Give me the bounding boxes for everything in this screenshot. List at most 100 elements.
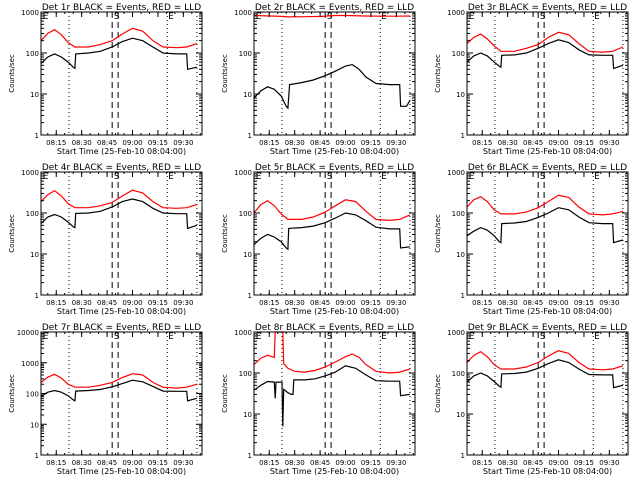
x-tick-label: 09:30 — [599, 139, 619, 147]
y-axis-label: Counts/sec — [434, 54, 442, 93]
marker-letter-e: E — [256, 12, 262, 22]
x-tick-label: 08:45 — [97, 459, 117, 467]
series-line-lld — [253, 331, 411, 374]
x-tick-label: 09:00 — [122, 139, 142, 147]
series-line-lld — [466, 350, 624, 371]
x-tick-label: 09:15 — [574, 299, 594, 307]
x-tick-label: 09:00 — [548, 139, 568, 147]
x-tick-label: 09:00 — [122, 299, 142, 307]
x-tick-label: 08:15 — [46, 459, 66, 467]
chart-title: Det 9r BLACK = Events, RED = LLD — [468, 323, 627, 333]
x-tick-label: 09:30 — [599, 299, 619, 307]
y-tick-label: 1 — [35, 132, 39, 140]
marker-letter-e: E — [594, 332, 600, 342]
x-tick-label: 09:15 — [361, 459, 381, 467]
y-tick-label: 1000 — [21, 169, 39, 177]
y-tick-label: 100 — [452, 210, 465, 218]
x-tick-label: 08:15 — [472, 299, 492, 307]
x-tick-label: 08:30 — [285, 299, 305, 307]
marker-letter-s: S — [540, 172, 546, 182]
x-tick-label: 09:00 — [335, 299, 355, 307]
x-tick-label: 08:30 — [498, 139, 518, 147]
marker-letter-e: E — [168, 12, 174, 22]
x-tick-label: 08:15 — [259, 459, 279, 467]
x-tick-label: 09:00 — [548, 299, 568, 307]
marker-letter-e: E — [381, 172, 387, 182]
y-tick-label: 10 — [243, 91, 252, 99]
chart-title: Det 5r BLACK = Events, RED = LLD — [255, 163, 414, 173]
plot-frame — [40, 11, 203, 136]
y-tick-label: 1 — [461, 132, 465, 140]
marker-letter-e: E — [43, 12, 49, 22]
marker-letter-e: E — [594, 172, 600, 182]
chart-title: Det 6r BLACK = Events, RED = LLD — [468, 163, 627, 173]
y-axis-label: Counts/sec — [434, 374, 442, 413]
y-axis-label: Counts/sec — [221, 214, 229, 253]
y-tick-label: 1 — [35, 292, 39, 300]
marker-letter-e: E — [256, 172, 262, 182]
x-tick-label: 09:15 — [361, 299, 381, 307]
x-tick-label: 08:30 — [72, 139, 92, 147]
marker-letter-s: S — [114, 332, 120, 342]
marker-letter-e: E — [168, 172, 174, 182]
series-line-lld — [253, 14, 410, 18]
series-line-lld — [40, 373, 198, 389]
x-tick-label: 08:45 — [523, 459, 543, 467]
y-tick-label: 10 — [456, 251, 465, 259]
x-tick-label: 09:15 — [574, 139, 594, 147]
y-tick-label: 1 — [248, 132, 252, 140]
y-tick-label: 10 — [456, 411, 465, 419]
x-axis-label: Start Time (25-Feb-10 08:04:00) — [483, 147, 612, 156]
x-axis-label: Start Time (25-Feb-10 08:04:00) — [57, 147, 186, 156]
x-tick-label: 08:45 — [310, 459, 330, 467]
y-tick-label: 100 — [452, 50, 465, 58]
x-tick-label: 09:30 — [599, 459, 619, 467]
chart-title: Det 3r BLACK = Events, RED = LLD — [468, 3, 627, 13]
x-tick-label: 09:15 — [148, 459, 168, 467]
y-tick-label: 1000 — [447, 329, 465, 337]
y-tick-label: 10 — [243, 251, 252, 259]
y-tick-label: 100 — [239, 50, 252, 58]
marker-letter-e: E — [168, 332, 174, 342]
plot-frame — [40, 171, 203, 296]
series-line-events — [253, 63, 411, 110]
x-tick-label: 08:15 — [46, 139, 66, 147]
x-axis-label: Start Time (25-Feb-10 08:04:00) — [270, 147, 399, 156]
x-tick-label: 08:15 — [259, 299, 279, 307]
marker-letter-e: E — [43, 172, 49, 182]
x-tick-label: 08:45 — [310, 139, 330, 147]
series-line-lld — [40, 189, 198, 209]
series-line-lld — [253, 199, 411, 222]
y-tick-label: 10 — [243, 411, 252, 419]
y-tick-label: 10 — [456, 91, 465, 99]
x-tick-label: 09:30 — [173, 139, 193, 147]
x-tick-label: 08:15 — [472, 459, 492, 467]
x-tick-label: 08:45 — [310, 299, 330, 307]
x-tick-label: 09:30 — [386, 139, 406, 147]
y-tick-label: 10 — [30, 421, 39, 429]
plot-frame — [40, 331, 203, 456]
y-tick-label: 100 — [26, 50, 39, 58]
chart-title: Det 2r BLACK = Events, RED = LLD — [255, 3, 414, 13]
series-line-events — [253, 365, 410, 427]
series-line-events — [466, 359, 624, 389]
x-tick-label: 08:30 — [285, 459, 305, 467]
marker-letter-s: S — [540, 332, 546, 342]
x-tick-label: 09:15 — [361, 139, 381, 147]
x-tick-label: 09:00 — [335, 459, 355, 467]
marker-letter-e: E — [469, 332, 475, 342]
x-tick-label: 09:30 — [386, 299, 406, 307]
series-line-events — [466, 207, 624, 244]
x-tick-label: 09:00 — [122, 459, 142, 467]
y-tick-label: 1000 — [21, 360, 39, 368]
series-line-events — [466, 39, 624, 70]
marker-letter-e: E — [256, 332, 262, 342]
plot-frame — [253, 331, 416, 456]
x-tick-label: 09:00 — [548, 459, 568, 467]
x-tick-label: 09:30 — [386, 459, 406, 467]
y-tick-label: 100 — [452, 370, 465, 378]
